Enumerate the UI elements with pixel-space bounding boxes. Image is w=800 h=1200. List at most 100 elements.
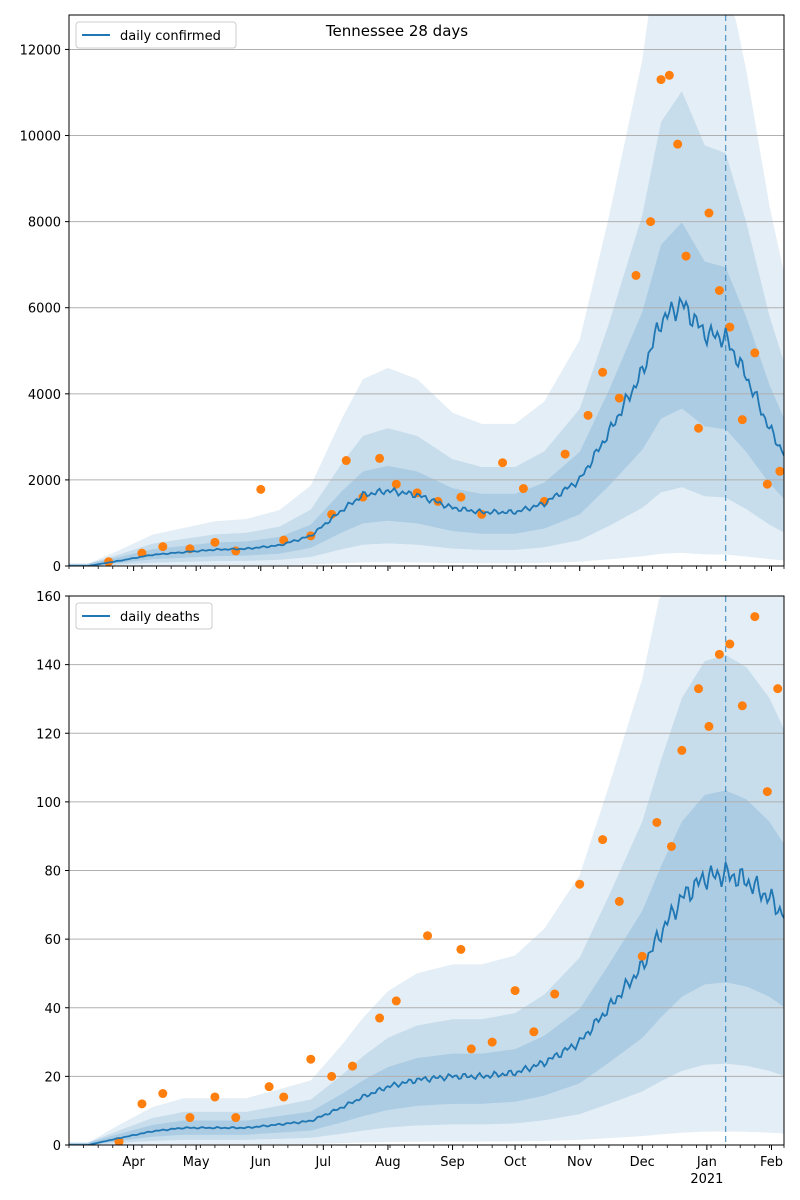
legend: daily confirmed <box>75 21 237 49</box>
y-tick-label: 120 <box>36 727 61 742</box>
data-point <box>646 217 656 227</box>
data-point <box>598 835 608 845</box>
data-point <box>614 896 624 906</box>
data-point <box>704 208 714 218</box>
y-tick-label: 10000 <box>20 130 61 145</box>
data-point <box>510 986 520 996</box>
deaths-panel: 0 20 40 60 80 100 120 140 160 Apr May Jun Jul Aug Sep O… <box>36 590 785 1187</box>
data-point <box>487 1037 497 1047</box>
data-point <box>656 75 666 85</box>
data-point <box>210 1092 220 1102</box>
data-point <box>737 701 747 711</box>
y-tick-label: 4000 <box>28 388 61 403</box>
y-tick-label: 160 <box>36 590 61 605</box>
data-point <box>694 423 704 433</box>
data-point <box>666 841 676 851</box>
data-point <box>456 944 466 954</box>
data-point <box>750 348 760 358</box>
data-point <box>560 449 570 459</box>
band-middle <box>69 654 784 1145</box>
plot-frame <box>68 595 785 1146</box>
y-tick-label: 12000 <box>20 43 61 58</box>
data-point <box>673 139 683 149</box>
data-point <box>256 484 266 494</box>
data-point <box>664 70 674 80</box>
y-tick-label: 0 <box>53 560 61 575</box>
band-outer <box>69 15 784 566</box>
data-point <box>158 542 168 552</box>
y-tick-label: 80 <box>44 865 61 880</box>
series-line <box>69 861 784 1145</box>
x-tick-label: Dec <box>630 1155 655 1170</box>
data-point <box>714 649 724 659</box>
data-point <box>466 1044 476 1054</box>
data-point <box>391 479 401 489</box>
legend: daily deaths <box>75 602 213 630</box>
y-tick-label: 6000 <box>28 302 61 317</box>
x-tick-label: Sep <box>440 1155 465 1170</box>
x-year-label: 2021 <box>690 1172 723 1187</box>
x-tick-label: May <box>183 1155 210 1170</box>
data-point <box>773 684 783 694</box>
data-point <box>652 817 662 827</box>
x-tick-label: Jun <box>250 1155 271 1170</box>
x-tick-label: Nov <box>567 1155 593 1170</box>
data-point <box>725 639 735 649</box>
data-point <box>423 931 433 941</box>
data-point <box>185 1113 195 1123</box>
data-point <box>375 1013 385 1023</box>
data-point <box>264 1082 274 1092</box>
legend-label: daily confirmed <box>120 29 221 44</box>
data-point <box>762 479 772 489</box>
data-point <box>347 1061 357 1071</box>
legend-box <box>75 602 213 630</box>
data-point <box>598 367 608 377</box>
legend-label: daily deaths <box>120 610 200 625</box>
data-point <box>137 1099 147 1109</box>
x-tick-label: Aug <box>375 1155 400 1170</box>
data-point <box>637 951 647 961</box>
y-tick-label: 20 <box>44 1070 61 1085</box>
y-tick-label: 40 <box>44 1002 61 1017</box>
data-point <box>529 1027 539 1037</box>
legend-box <box>75 21 237 49</box>
y-tick-label: 2000 <box>28 474 61 489</box>
data-point <box>137 548 147 558</box>
data-point <box>158 1089 168 1099</box>
data-point <box>762 787 772 797</box>
data-point <box>737 415 747 425</box>
data-point <box>391 996 401 1006</box>
data-point <box>704 721 714 731</box>
x-tick-label: Jul <box>314 1155 331 1170</box>
y-tick-label: 140 <box>36 659 61 674</box>
data-point <box>306 1054 316 1064</box>
series-line <box>69 295 784 566</box>
y-tick-label: 8000 <box>28 216 61 231</box>
data-point <box>477 509 487 519</box>
data-point <box>433 496 443 506</box>
x-tick-label: Feb <box>760 1155 783 1170</box>
data-point <box>714 286 724 295</box>
band-middle <box>69 91 784 566</box>
data-point <box>614 393 624 403</box>
data-point <box>681 251 691 261</box>
plot-frame <box>68 14 785 567</box>
y-tick-label: 100 <box>36 796 61 811</box>
data-point <box>518 484 528 494</box>
x-tick-label: Jan <box>696 1155 717 1170</box>
y-tick-label: 60 <box>44 933 61 948</box>
data-point <box>498 458 508 468</box>
data-point <box>358 492 368 502</box>
data-point <box>677 745 687 755</box>
data-point <box>375 453 385 463</box>
data-point <box>341 456 351 466</box>
band-inner <box>69 790 784 1145</box>
data-point <box>279 1092 289 1102</box>
x-tick-label: Oct <box>504 1155 526 1170</box>
data-point <box>725 322 735 332</box>
data-point <box>327 1071 337 1081</box>
y-tick-label: 0 <box>53 1139 61 1154</box>
data-point <box>210 537 220 547</box>
data-point <box>775 466 784 476</box>
